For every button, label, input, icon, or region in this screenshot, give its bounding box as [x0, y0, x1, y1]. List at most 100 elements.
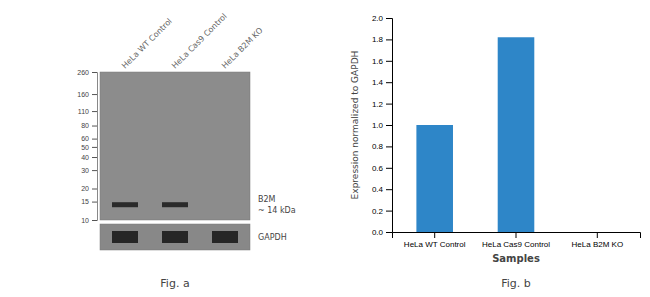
bar [579, 232, 616, 233]
figure: 260 160 110 80 60 50 40 30 20 15 10 HeLa WT Control… [0, 0, 650, 297]
ladder-tick: 30 [81, 167, 97, 174]
ladder-label: 20 [81, 185, 89, 192]
y-tick-label: 0.6 [372, 164, 384, 173]
x-tick-line [516, 232, 517, 238]
y-tick-label: 1.4 [372, 78, 384, 87]
ladder-label: 40 [81, 154, 89, 161]
y-tick-line [386, 125, 392, 126]
ladder-tick-line [92, 220, 97, 221]
ladder-tick: 110 [78, 108, 97, 115]
ladder-tick-line [92, 126, 97, 127]
y-tick: 0.2 [372, 207, 392, 216]
x-tick-label: HeLa B2M KO [572, 240, 624, 249]
ladder-tick: 40 [81, 154, 97, 161]
ladder-tick: 160 [77, 91, 97, 98]
x-tick-line [434, 232, 435, 238]
y-tick-line [386, 211, 392, 212]
y-tick: 1.4 [372, 78, 392, 87]
y-tick-label: 1.2 [372, 100, 384, 109]
bar [416, 125, 453, 232]
x-tick-label: HeLa WT Control [404, 240, 466, 249]
y-tick-line [386, 18, 392, 19]
caption: Fig. a [160, 277, 189, 290]
band-group [112, 202, 188, 207]
y-tick: 0.8 [372, 142, 392, 151]
bar-group [416, 37, 534, 232]
y-tick-line [386, 168, 392, 169]
y-tick: 0.6 [372, 164, 392, 173]
y-tick-line [386, 61, 392, 62]
y-tick: 1.0 [372, 121, 392, 130]
ladder-label: 160 [77, 91, 89, 98]
y-axis-line [386, 19, 393, 233]
ladder-tick-line [92, 94, 97, 95]
ladder-axis-line [92, 73, 98, 221]
y-tick: 1.2 [372, 100, 392, 109]
x-tick: HeLa WT Control [404, 232, 466, 249]
y-tick-label: 1.6 [372, 57, 384, 66]
caption: Fig. b [501, 277, 531, 290]
y-tick: 1.8 [372, 35, 392, 44]
ladder-tick-line [92, 139, 97, 140]
y-tick-label: 0.4 [372, 185, 384, 194]
band [162, 202, 188, 207]
lane-label: HeLa WT Control [120, 17, 174, 71]
y-axis-title: Expression normalized to GAPDH [350, 51, 360, 200]
blot-membrane [100, 72, 250, 220]
ladder-label: 260 [77, 69, 89, 76]
ladder-tick-line [92, 189, 97, 190]
y-tick-label: 0.0 [372, 228, 384, 237]
y-tick-label: 0.2 [372, 207, 384, 216]
lane-label: HeLa Cas9 Control [170, 12, 229, 71]
ladder-axis: 260 160 110 80 60 50 40 30 20 15 10 [77, 69, 97, 224]
band-size: ~ 14 kDa [258, 206, 296, 215]
loading-band [162, 231, 188, 243]
ladder-tick: 10 [81, 217, 97, 224]
ladder-label: 80 [81, 122, 89, 129]
y-tick-label: 1.8 [372, 35, 384, 44]
ladder-tick: 50 [81, 144, 97, 151]
y-tick-line [386, 104, 392, 105]
ladder-label: 10 [81, 217, 89, 224]
x-tick: HeLa Cas9 Control [482, 232, 550, 249]
ladder-tick-line [92, 147, 97, 148]
lane-label: HeLa B2M KO [220, 26, 265, 71]
ladder-tick: 260 [77, 69, 97, 76]
bar-panel: 0.0 0.2 0.4 0.6 0.8 1.0 1.2 1.4 1.6 1.8 2.0 HeLa WT… [350, 14, 641, 290]
ladder-tick-line [92, 202, 97, 203]
ladder-tick: 60 [81, 135, 97, 142]
ladder-tick: 80 [81, 122, 97, 129]
x-axis-title: Samples [492, 253, 540, 264]
loading-band [112, 231, 138, 243]
loading-label: GAPDH [258, 233, 287, 242]
ladder-tick-line [92, 170, 97, 171]
ladder-label: 15 [81, 198, 89, 205]
y-tick: 1.6 [372, 57, 392, 66]
y-tick-label: 0.8 [372, 142, 384, 151]
ladder-tick-line [92, 157, 97, 158]
x-axis-line [393, 233, 641, 239]
y-tick-line [386, 82, 392, 83]
band [112, 202, 138, 207]
x-tick-line [597, 232, 598, 238]
y-tick: 2.0 [372, 14, 392, 23]
ladder-label: 60 [81, 135, 89, 142]
y-tick-line [386, 146, 392, 147]
y-tick-line [386, 189, 392, 190]
ladder-tick-line [92, 111, 97, 112]
y-tick: 0.4 [372, 185, 392, 194]
bar [498, 37, 535, 232]
ladder-tick-line [92, 72, 97, 73]
ladder-label: 110 [78, 108, 89, 115]
y-tick-label: 1.0 [372, 121, 384, 130]
y-tick-line [386, 39, 392, 40]
x-tick: HeLa B2M KO [572, 232, 624, 249]
y-tick: 0.0 [372, 228, 392, 237]
band-name: B2M [258, 195, 276, 204]
ladder-tick: 15 [81, 198, 97, 205]
ladder-tick: 20 [81, 185, 97, 192]
y-tick-label: 2.0 [372, 14, 384, 23]
ladder-label: 50 [81, 144, 89, 151]
x-tick-label: HeLa Cas9 Control [482, 240, 550, 249]
x-axis: HeLa WT Control HeLa Cas9 Control HeLa B2M… [393, 232, 641, 249]
